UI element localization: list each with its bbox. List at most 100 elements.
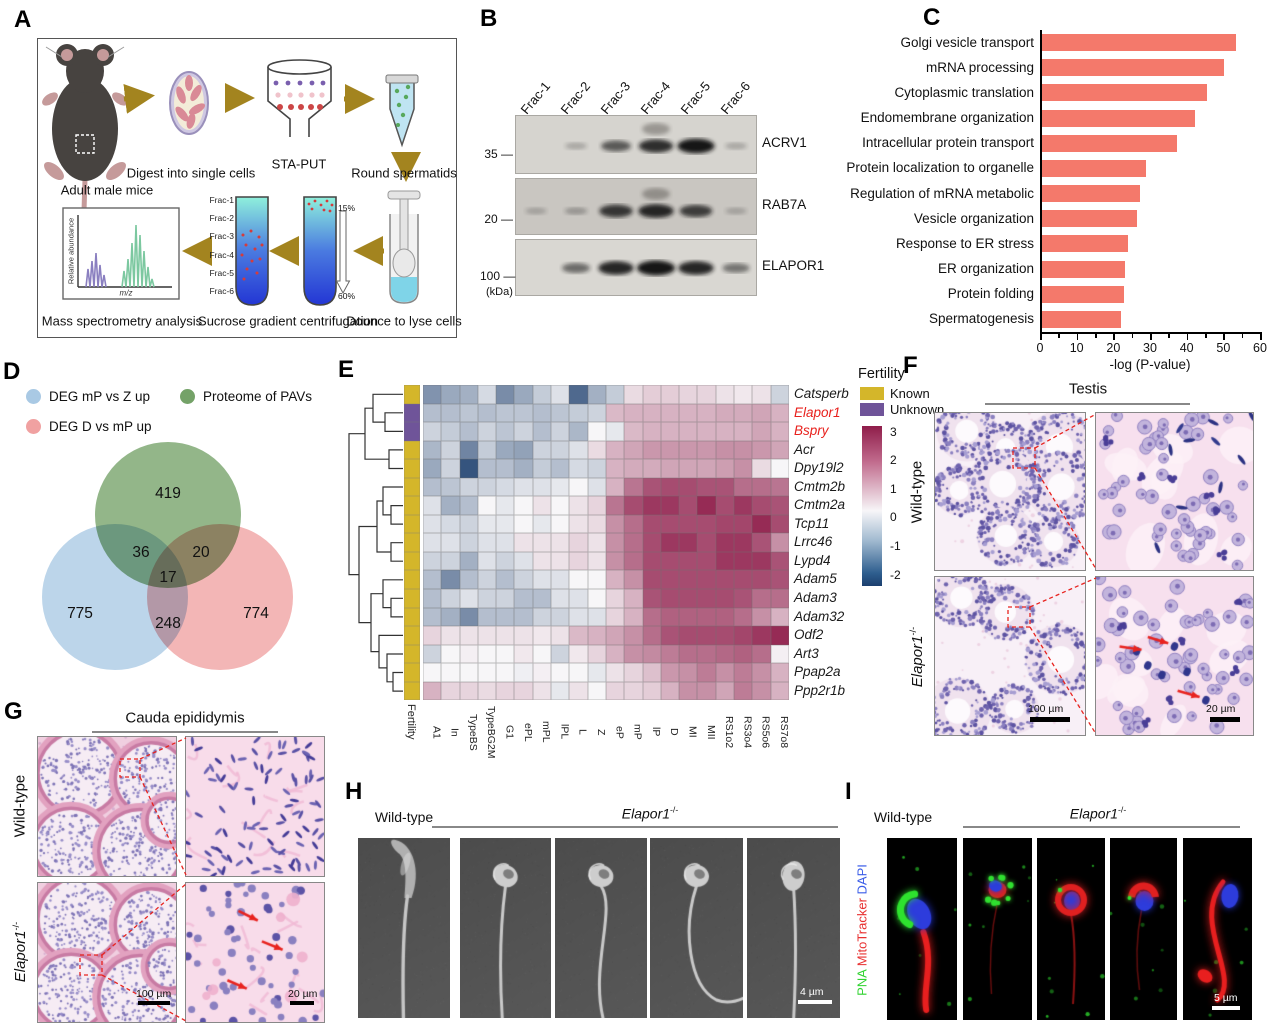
stage-label: RS1o2 (723, 715, 736, 749)
heatmap-cell (624, 496, 643, 515)
stage-label: RS7o8 (777, 715, 790, 749)
heatmap-cell (477, 607, 497, 627)
x-tick (1223, 334, 1225, 340)
sem-ko-sperm-image-3 (650, 838, 743, 1018)
gene-label: Adam3 (794, 590, 837, 606)
heatmap-cell (605, 607, 625, 627)
heatmap-cell (423, 496, 442, 515)
heatmap-cell (423, 403, 442, 423)
heatmap-cell (423, 551, 442, 571)
blot-protein-label: ELAPOR1 (762, 257, 825, 273)
heatmap-cell (605, 626, 625, 645)
heatmap-cell (514, 477, 533, 497)
heatmap-cell (587, 570, 606, 590)
heatmap-cell (496, 514, 515, 534)
pink-set-dot (26, 419, 41, 434)
heatmap-cell (569, 551, 588, 571)
pna-label: PNA (854, 969, 870, 996)
heatmap-cell (660, 607, 680, 627)
fertility-legend-title: Fertility (858, 366, 905, 382)
panel-c-label: C (923, 4, 941, 31)
heatmap-cell (532, 440, 552, 460)
fertility-annotation-cell (404, 570, 420, 590)
bar (1042, 59, 1224, 77)
fertility-unknown-item: Unknown (860, 402, 944, 417)
stage-label: lPL (558, 724, 571, 740)
gradient-tube-right-icon (303, 196, 351, 306)
h-scalebar (798, 1000, 832, 1004)
heatmap-cell (605, 551, 625, 571)
g-scalebar-100 (138, 1001, 170, 1005)
caption-sucrose: Sucrose gradient centrifugation (198, 313, 378, 329)
heatmap-cell (514, 385, 533, 404)
heatmap-cell (514, 663, 533, 682)
flow-arrows (123, 83, 421, 266)
bar-category-label: mRNA processing (925, 59, 1034, 75)
fertility-axis-label: Fertility (405, 704, 417, 740)
x-tick (1241, 334, 1244, 338)
heatmap-cell (642, 459, 661, 478)
heatmap-cell (441, 644, 460, 664)
fraction-label: Frac-1 (209, 195, 234, 205)
heatmap-cell (477, 570, 497, 590)
heatmap-cell (679, 496, 698, 515)
heatmap-cell (569, 533, 588, 552)
dounce-icon (387, 190, 421, 304)
heatmap-cell (551, 570, 570, 590)
fertility-annotation-cell (404, 551, 420, 571)
gene-label: Dpy19l2 (794, 460, 844, 476)
testis-title-rule (985, 403, 1190, 405)
heatmap-cell (459, 440, 478, 460)
heatmap-cell (697, 459, 716, 478)
heatmap-cell (477, 403, 497, 423)
heatmap-cell (551, 589, 570, 608)
heatmap-cell (624, 477, 643, 497)
heatmap-cell (496, 422, 515, 441)
venn-count-proteome_and_degdmp: 20 (192, 544, 210, 561)
panel-a-label: A (14, 6, 32, 33)
stage-label: mP (631, 724, 644, 740)
gradient-bottom-label: 60% (338, 291, 356, 301)
heatmap-cell (715, 570, 735, 590)
cauda-wt-highmag-image (185, 736, 325, 877)
heatmap-cell (569, 514, 588, 534)
heatmap-cell (496, 551, 515, 571)
heatmap-cell (587, 477, 606, 497)
stage-label: MI (686, 726, 699, 738)
heatmap-cell (496, 477, 515, 497)
heatmap-cell (514, 626, 533, 645)
caption-staput: STA-PUT (271, 156, 327, 172)
x-tick (1131, 334, 1134, 338)
heatmap-cell (459, 514, 478, 534)
heatmap-cell (624, 644, 643, 664)
heatmap-cell (532, 514, 552, 534)
fertility-known-item: Known (860, 386, 930, 401)
heatmap-cell (441, 385, 460, 404)
heatmap-cell (477, 385, 497, 404)
heatmap-cell (770, 626, 789, 645)
heatmap-cell (734, 607, 753, 627)
gene-label: Lrrc46 (794, 534, 833, 550)
heatmap-cell (605, 681, 625, 701)
heatmap-cell (734, 589, 753, 608)
heatmap-cell (587, 459, 606, 478)
heatmap-cell (697, 533, 716, 552)
testis-ko-highmag-image (1095, 576, 1254, 736)
x-tick (1058, 334, 1060, 338)
heatmap-cell (679, 551, 698, 571)
heatmap-cell (715, 496, 735, 515)
heatmap-cell (569, 570, 588, 590)
heatmap-cell (587, 551, 606, 571)
g-wildtype-label: Wild-type (11, 774, 29, 838)
heatmap-cell (734, 440, 753, 460)
venn-count-degmpz_only: 775 (67, 605, 93, 622)
heatmap-cell (642, 644, 661, 664)
staput-icon (267, 59, 332, 137)
stage-label: TypeBS (466, 713, 479, 751)
heatmap-cell (770, 403, 789, 423)
heatmap-cell (642, 533, 661, 552)
gene-label: Elapor1 (794, 404, 841, 420)
heatmap-cell (660, 663, 680, 682)
heatmap-cell (715, 422, 735, 441)
heatmap-cell (697, 385, 716, 404)
